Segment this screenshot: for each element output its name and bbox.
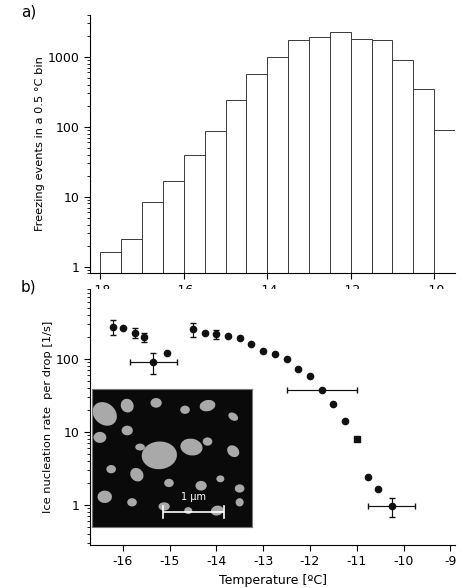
Bar	[267, 57, 288, 588]
Bar	[413, 89, 434, 588]
Bar	[184, 155, 205, 588]
Bar	[351, 39, 372, 588]
Text: a): a)	[21, 4, 36, 19]
Y-axis label: Ice nucleation rate  per drop [1/s]: Ice nucleation rate per drop [1/s]	[43, 321, 53, 513]
Bar	[372, 40, 392, 588]
Bar	[309, 37, 330, 588]
Bar	[330, 32, 351, 588]
Bar	[288, 40, 309, 588]
Text: b): b)	[21, 279, 36, 294]
Bar	[226, 99, 246, 588]
X-axis label: Temperature [ºC]: Temperature [ºC]	[219, 302, 327, 315]
Bar	[142, 202, 163, 588]
Bar	[392, 60, 413, 588]
Bar	[121, 239, 142, 588]
Bar	[163, 181, 184, 588]
Bar	[434, 130, 455, 588]
Y-axis label: Freezing events in a 0.5 °C bin: Freezing events in a 0.5 °C bin	[35, 56, 45, 232]
Bar	[246, 74, 267, 588]
X-axis label: Temperature [ºC]: Temperature [ºC]	[219, 574, 327, 587]
Bar	[100, 252, 121, 588]
Bar	[205, 131, 226, 588]
